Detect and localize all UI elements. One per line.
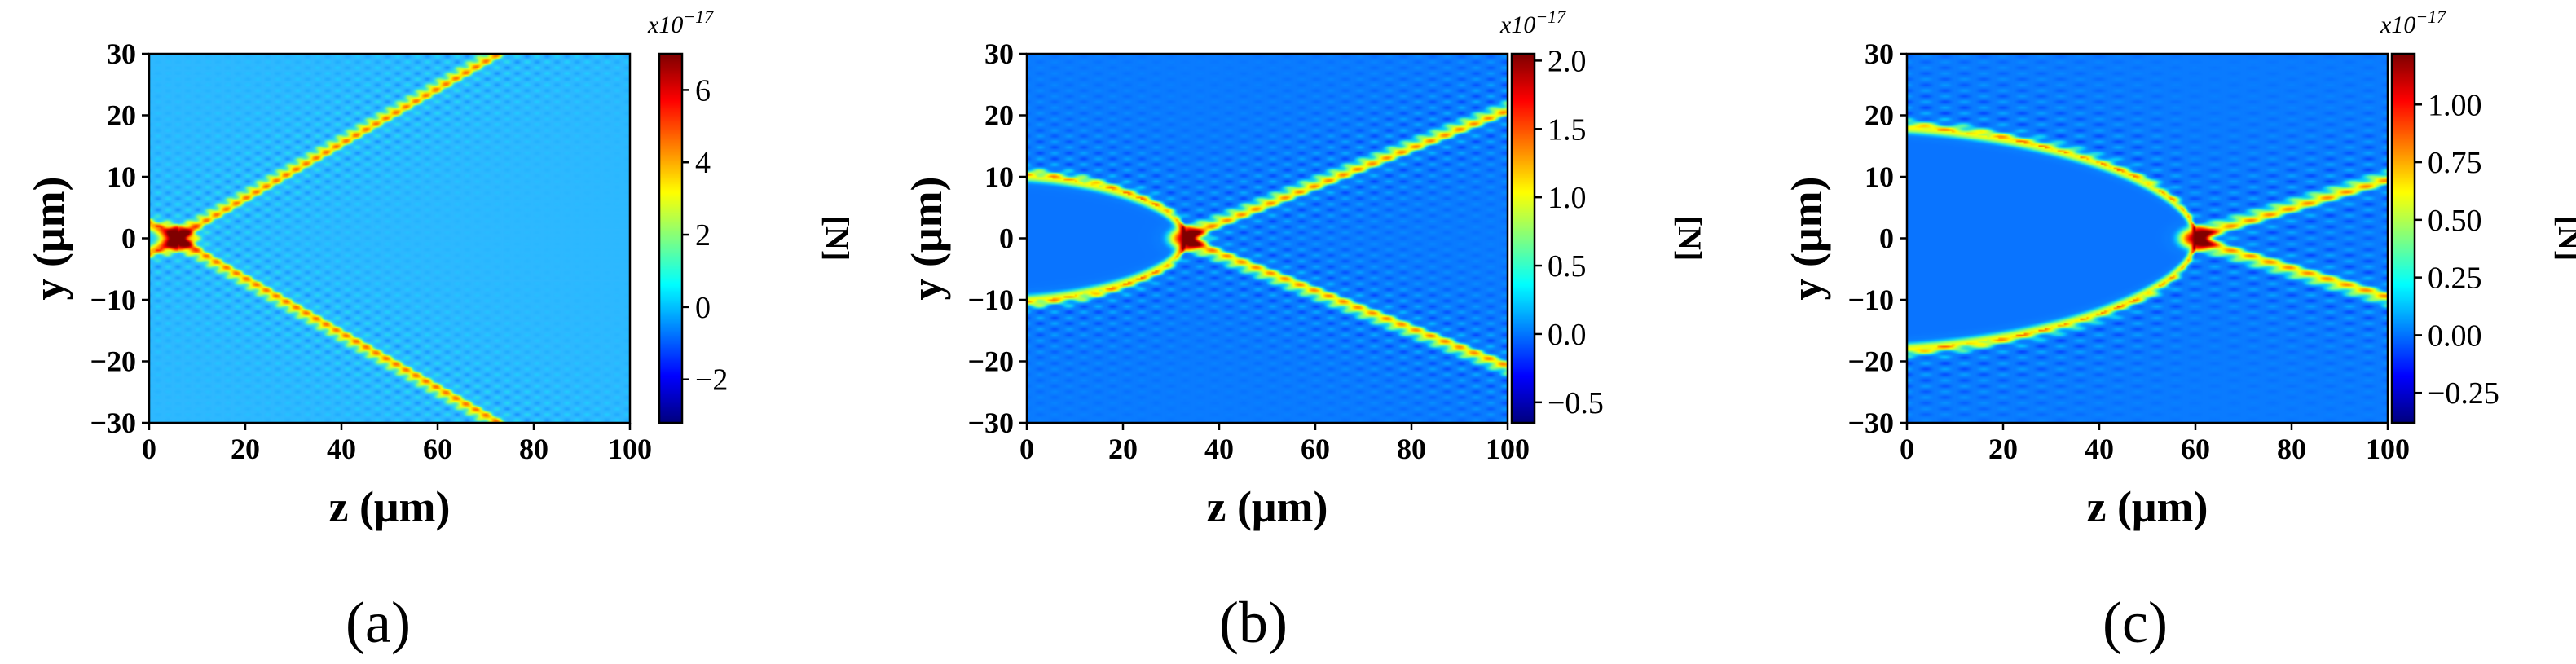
x-tick-label: 100 (2366, 433, 2410, 465)
x-tick-label: 0 (142, 433, 156, 465)
y-tick-label: −20 (1847, 345, 1894, 378)
heatmap-image (149, 54, 630, 423)
panel-label: (c) (2103, 590, 2168, 655)
colorbar-tick-label: 1.00 (2428, 88, 2482, 122)
colorbar-scale-factor: x10−17 (2380, 7, 2446, 38)
colorbar-scale-factor: x10−17 (647, 7, 714, 38)
x-tick-label: 80 (2277, 433, 2306, 465)
scale-exponent: −17 (683, 7, 714, 27)
colorbar-gradient (659, 54, 682, 423)
y-tick-label: 10 (107, 161, 136, 193)
panel-label: (a) (346, 590, 411, 655)
colorbar-gradient (1512, 54, 1535, 423)
colorbar-tick-label: 2 (695, 218, 711, 253)
x-tick-label: 0 (1900, 433, 1914, 465)
x-axis: 0 20 40 60 80 100 z (μm) (1019, 423, 1530, 531)
x-tick-label: 60 (2181, 433, 2210, 465)
colorbar: −2 0 2 4 6 x10−17 [N] (647, 7, 856, 424)
x-axis-label: z (μm) (1206, 482, 1328, 531)
y-tick-label: 30 (1865, 37, 1894, 70)
colorbar-label: [N] (2552, 216, 2576, 262)
x-tick-label: 60 (423, 433, 452, 465)
y-tick-label: −10 (1847, 284, 1894, 316)
colorbar-frame (2390, 52, 2416, 424)
x-tick-label: 80 (1397, 433, 1426, 465)
colorbar-tick-label: 6 (695, 73, 711, 108)
y-tick-label: 10 (1865, 161, 1894, 193)
colorbar-tick-label: −0.5 (1548, 386, 1604, 420)
y-tick-label: 20 (984, 99, 1014, 132)
x-tick-label: 40 (2085, 433, 2114, 465)
x-tick-label: 20 (1108, 433, 1138, 465)
x-axis-label: z (μm) (328, 482, 450, 531)
y-tick-label: 0 (121, 222, 136, 255)
colorbar-tick-label: 4 (695, 146, 711, 180)
x-tick-label: 100 (608, 433, 652, 465)
y-tick-label: 10 (984, 161, 1014, 193)
scale-base: x10 (1499, 11, 1535, 38)
x-tick-label: 20 (231, 433, 260, 465)
colorbar-tick-label: 0.50 (2428, 204, 2482, 238)
x-tick-label: 40 (1204, 433, 1234, 465)
x-axis-label: z (μm) (2086, 482, 2208, 531)
y-tick-label: 30 (107, 37, 136, 70)
colorbar-tick-label: 0 (695, 291, 711, 325)
y-tick-label: −10 (967, 284, 1014, 316)
y-tick-label: −20 (967, 345, 1014, 378)
colorbar-label: [N] (1671, 216, 1708, 262)
x-tick-label: 100 (1486, 433, 1530, 465)
y-tick-label: 20 (107, 99, 136, 132)
y-tick-label: −30 (967, 407, 1014, 439)
y-tick-label: −20 (90, 345, 136, 378)
colorbar-tick-label: 1.5 (1548, 112, 1587, 147)
y-tick-label: −30 (1847, 407, 1894, 439)
x-tick-label: 80 (519, 433, 548, 465)
colorbar: −0.5 0.0 0.5 1.0 1.5 2.0 x10−17 [N] (1499, 7, 1708, 424)
scale-base: x10 (2380, 11, 2415, 38)
y-axis-label: y (μm) (1782, 176, 1831, 300)
y-axis: 30 20 10 0 −10 −20 −30 y (μm) (24, 37, 149, 439)
colorbar-gradient (2392, 54, 2415, 423)
colorbar-label: [N] (819, 216, 856, 262)
colorbar-tick-label: 0.5 (1548, 249, 1587, 284)
x-tick-label: 0 (1019, 433, 1034, 465)
y-axis: 30 20 10 0 −10 −20 −30 y (μm) (1782, 37, 1907, 439)
x-tick-label: 40 (327, 433, 356, 465)
colorbar-tick-label: 0.00 (2428, 319, 2482, 353)
colorbar-tick-label: 0.25 (2428, 262, 2482, 296)
colorbar: −0.25 0.00 0.25 0.50 0.75 1.00 x10−17 [N] (2380, 7, 2576, 424)
x-axis: 0 20 40 60 80 100 z (μm) (1900, 423, 2410, 531)
colorbar-tick-label: −2 (695, 363, 728, 398)
y-tick-label: 0 (999, 222, 1014, 255)
x-axis: 0 20 40 60 80 100 z (μm) (142, 423, 652, 531)
colorbar-scale-factor: x10−17 (1499, 7, 1566, 38)
y-axis-label: y (μm) (902, 176, 951, 300)
x-tick-label: 60 (1301, 433, 1330, 465)
colorbar-tick-label: 2.0 (1548, 44, 1587, 78)
colorbar-tick-label: 1.0 (1548, 181, 1587, 215)
scale-exponent: −17 (2415, 7, 2446, 27)
y-axis-label: y (μm) (24, 176, 73, 300)
y-tick-label: 30 (984, 37, 1014, 70)
colorbar-tick-label: 0.0 (1548, 318, 1587, 352)
panel-label: (b) (1219, 590, 1288, 655)
y-tick-label: −10 (90, 284, 136, 316)
y-tick-label: 0 (1879, 222, 1894, 255)
scale-base: x10 (647, 11, 683, 38)
y-tick-label: −30 (90, 407, 136, 439)
y-tick-label: 20 (1865, 99, 1894, 132)
x-tick-label: 20 (1988, 433, 2018, 465)
scale-exponent: −17 (1535, 7, 1566, 27)
colorbar-tick-label: 0.75 (2428, 146, 2482, 180)
heatmap-image (1907, 54, 2388, 423)
colorbar-tick-label: −0.25 (2428, 376, 2499, 411)
colorbar-frame (1510, 52, 1536, 424)
y-axis: 30 20 10 0 −10 −20 −30 y (μm) (902, 37, 1027, 439)
heatmap-image (1027, 54, 1508, 423)
colorbar-frame (658, 52, 684, 424)
